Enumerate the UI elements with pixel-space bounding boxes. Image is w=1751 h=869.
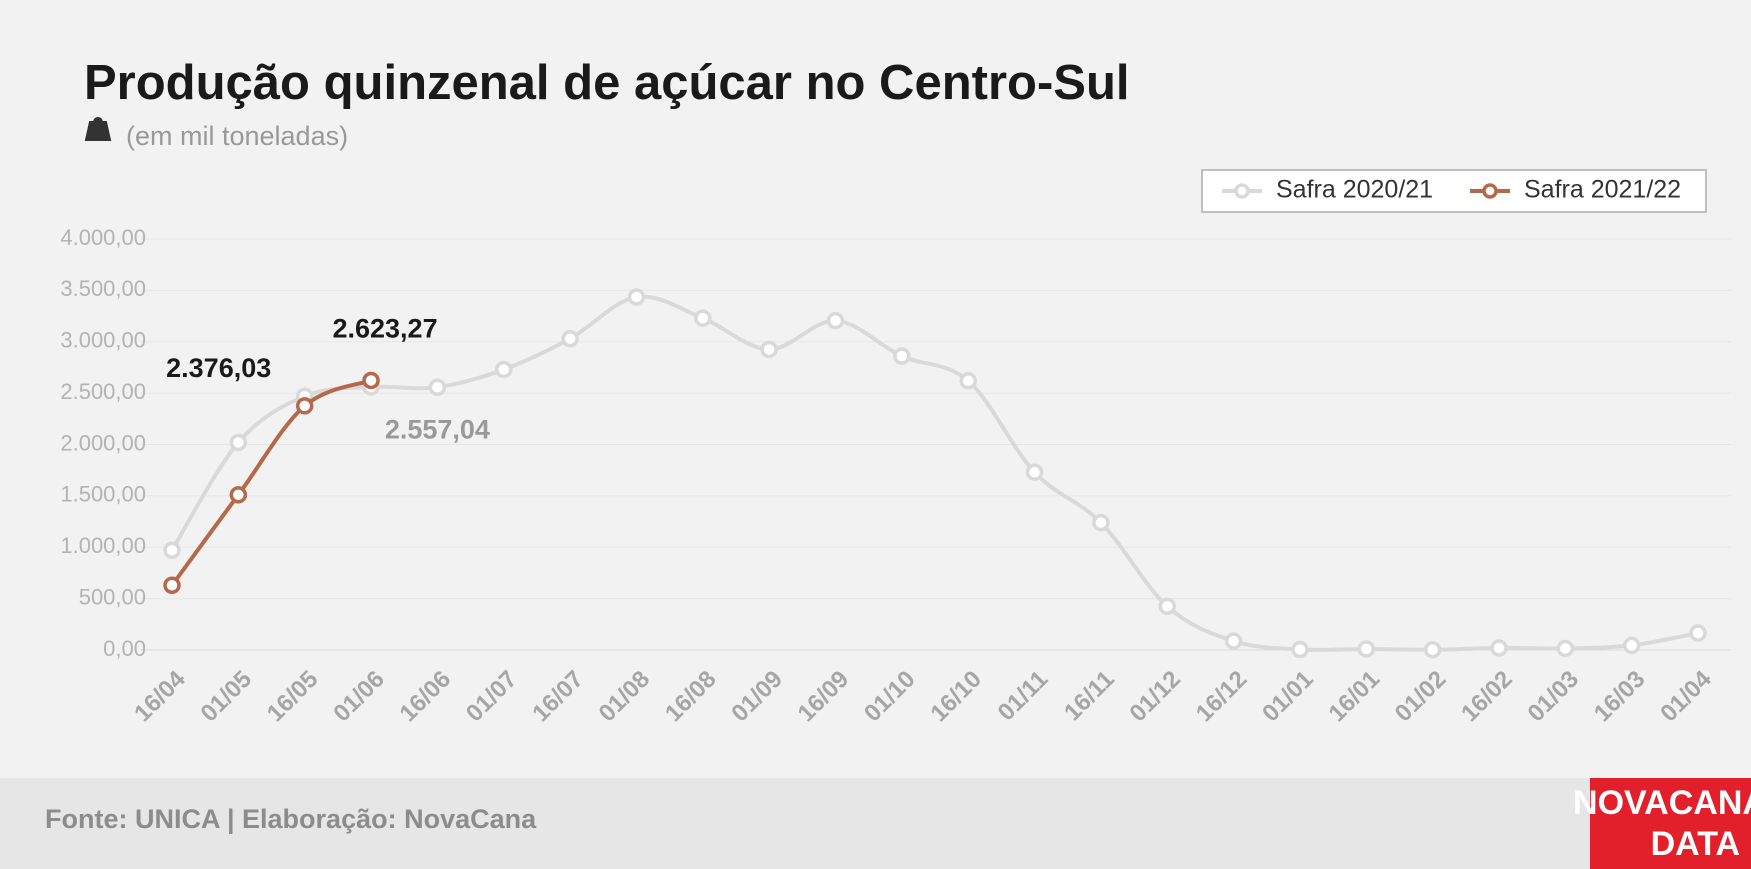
legend-marker [1234,183,1250,199]
y-tick-label: 2.000,00 [60,430,146,455]
marker [362,371,380,390]
logo-text: DATA [1651,825,1740,863]
x-tick-label: 01/05 [196,666,258,728]
marker [694,309,712,327]
legend-label: Safra 2021/22 [1524,176,1681,204]
footer [0,778,1751,869]
marker [495,360,513,379]
x-tick-label: 16/11 [1059,666,1120,727]
x-tick-label: 16/08 [660,666,722,728]
data-label: 2.623,27 [332,314,437,344]
y-tick-label: 1.500,00 [60,482,146,507]
x-tick-label: 01/07 [461,666,523,728]
line [170,294,1699,652]
x-tick-label: 01/03 [1523,666,1585,728]
x-tick-label: 01/08 [594,666,656,728]
x-tick-label: 01/11 [993,666,1054,727]
marker [561,329,579,348]
x-tick-label: 16/06 [395,666,457,728]
x-tick-label: 16/03 [1589,666,1651,728]
marker [1490,639,1508,657]
x-tick-label: 16/12 [1191,666,1253,728]
marker [1092,513,1110,532]
y-tick-label: 500,00 [79,584,146,609]
marker [1423,640,1442,659]
x-tick-label: 16/04 [129,665,191,727]
source: Fonte: UNICA | Elaboração: NovaCana [45,804,537,834]
marker [1158,597,1176,616]
y-tick-label: 0,00 [103,636,146,661]
subtitle: (em mil toneladas) [126,121,348,151]
marker [229,433,248,452]
data-label: 2.557,04 [385,414,490,444]
x-tick-label: 01/06 [328,666,390,728]
x-tick-label: 16/05 [262,666,324,728]
x-tick-label: 16/10 [925,666,987,728]
logo-text: NOVACANA [1573,784,1751,822]
marker [295,397,314,415]
marker [229,486,248,504]
marker [826,311,845,330]
marker [1689,624,1707,642]
marker [959,372,977,390]
y-tick-label: 3.000,00 [60,328,146,353]
x-tick-label: 16/01 [1323,666,1385,728]
marker [893,347,911,365]
legend-label: Safra 2020/21 [1276,176,1433,204]
x-tick-label: 01/02 [1390,666,1452,728]
chart-title: Produção quinzenal de açúcar no Centro-S… [84,56,1130,110]
x-tick-label: 01/04 [1655,665,1717,727]
marker [428,378,447,397]
y-tick-label: 1.000,00 [60,533,146,558]
x-tick-label: 16/02 [1456,666,1518,728]
x-tick-label: 01/01 [1257,666,1319,728]
marker [1291,640,1309,659]
y-tick-label: 4.000,00 [60,225,146,250]
x-tick-label: 01/09 [726,666,788,728]
x-tick-label: 01/10 [859,666,921,728]
legend [1201,169,1707,213]
marker [1224,632,1243,650]
x-tick-label: 16/09 [793,666,855,728]
marker [1556,639,1575,658]
legend-marker [1482,183,1498,199]
y-tick-label: 2.500,00 [60,379,146,404]
logo [1590,778,1751,869]
data-label: 2.376,03 [166,353,271,383]
x-tick-label: 01/12 [1124,666,1186,728]
marker [163,541,181,560]
marker [163,576,181,595]
marker [627,288,646,306]
weight-icon [84,117,112,141]
marker [1622,636,1641,655]
x-tick-label: 16/07 [527,666,589,728]
marker [1357,640,1376,658]
line [170,378,372,587]
marker [1025,463,1044,481]
y-tick-label: 3.500,00 [60,276,146,301]
marker [760,340,778,359]
